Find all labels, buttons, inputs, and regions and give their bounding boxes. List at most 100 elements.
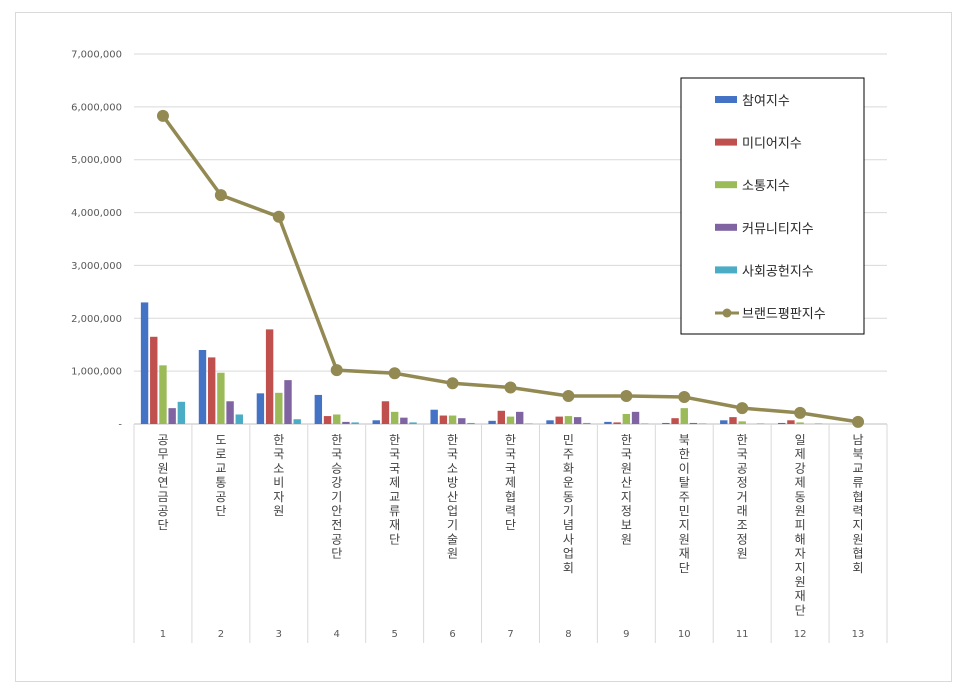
legend-label-2: 미디어지수 <box>742 137 802 152</box>
line-point-13 <box>852 415 865 428</box>
x-axis-labels: 공 무 원 연 금 공 단 1 도 로 교 통 공 단 2 한 국 소 비 자 원 3 한 국 승 강 기 안 전 공 단 4 한 국 국 제 교 류 재 단… <box>157 433 864 640</box>
bar-4-1 <box>168 408 176 424</box>
bar-2-4 <box>323 416 332 424</box>
bar-1-9 <box>604 421 612 424</box>
bar-3-8 <box>564 416 573 424</box>
legend-label-6: 브랜드평판지수 <box>742 307 826 322</box>
line-point-7 <box>504 381 517 394</box>
bar-2-6 <box>439 415 448 424</box>
y-tick-label: 1,000,000 <box>71 367 122 378</box>
bar-3-10 <box>680 408 688 424</box>
legend-swatch-4 <box>715 223 737 231</box>
category-number-8: 8 <box>565 629 571 640</box>
line-point-10 <box>678 391 691 404</box>
bar-5-6 <box>467 422 475 424</box>
bar-5-11 <box>756 423 765 424</box>
bar-4-3 <box>284 380 292 424</box>
bar-3-1 <box>159 365 167 424</box>
bar-4-10 <box>689 422 698 424</box>
line-point-6 <box>446 377 459 390</box>
bar-1-7 <box>488 420 496 424</box>
legend-label-4: 커뮤니티지수 <box>742 222 814 237</box>
legend-label-3: 소통지수 <box>742 179 790 194</box>
bar-1-11 <box>720 420 728 424</box>
bar-3-12 <box>796 422 804 424</box>
brand-reputation-chart: - 1,000,000 2,000,000 3,000,000 4,000,000 5,0… <box>71 50 888 643</box>
grid-lines <box>134 53 887 425</box>
bar-2-7 <box>497 410 505 424</box>
chart-frame: - 1,000,000 2,000,000 3,000,000 4,000,000 5,0… <box>15 12 952 682</box>
line-series <box>156 109 865 428</box>
category-number-9: 9 <box>623 629 629 640</box>
bar-1-1 <box>140 302 149 424</box>
legend-swatch-5 <box>715 266 737 274</box>
bar-5-1 <box>177 401 186 424</box>
bar-3-11 <box>738 421 746 424</box>
bar-5-3 <box>293 419 301 424</box>
category-number-12: 12 <box>794 629 807 640</box>
category-separators <box>133 424 888 643</box>
line-point-11 <box>736 402 749 415</box>
bar-5-8 <box>583 422 591 424</box>
category-number-4: 4 <box>334 629 340 640</box>
category-number-3: 3 <box>276 629 282 640</box>
bar-5-9 <box>641 423 649 424</box>
bar-2-3 <box>265 329 274 424</box>
bar-1-12 <box>778 422 786 424</box>
bar-4-9 <box>631 411 640 424</box>
category-number-6: 6 <box>449 629 455 640</box>
bar-5-4 <box>351 422 359 424</box>
bar-5-12 <box>814 423 823 424</box>
bar-2-10 <box>671 418 679 424</box>
bar-3-3 <box>275 392 283 424</box>
bar-2-11 <box>729 417 737 424</box>
legend-swatch-3 <box>715 181 737 189</box>
y-tick-label: 6,000,000 <box>71 102 122 113</box>
line-point-1 <box>156 109 169 122</box>
bar-2-5 <box>381 401 390 424</box>
category-number-5: 5 <box>391 629 397 640</box>
category-number-11: 11 <box>736 629 749 640</box>
category-number-7: 7 <box>507 629 513 640</box>
bar-1-5 <box>372 420 380 424</box>
bar-5-5 <box>409 422 417 424</box>
bar-3-6 <box>448 415 457 424</box>
bar-3-9 <box>622 413 631 424</box>
bar-1-4 <box>314 394 323 424</box>
y-tick-label: 4,000,000 <box>71 208 122 219</box>
bar-1-3 <box>256 393 265 424</box>
bar-4-8 <box>573 417 582 424</box>
bar-1-8 <box>546 420 554 424</box>
y-axis-ticks: - 1,000,000 2,000,000 3,000,000 4,000,000 5,0… <box>71 50 122 431</box>
line-point-8 <box>562 389 575 402</box>
bar-2-1 <box>150 336 158 424</box>
line-point-12 <box>794 406 807 419</box>
bar-1-10 <box>662 422 670 424</box>
bar-series <box>140 302 823 424</box>
line-point-2 <box>214 189 227 202</box>
bar-3-7 <box>506 416 515 424</box>
bar-5-10 <box>698 423 707 424</box>
category-number-10: 10 <box>678 629 691 640</box>
y-tick-label: 5,000,000 <box>71 155 122 166</box>
bar-1-6 <box>430 409 438 424</box>
legend-box <box>680 77 865 335</box>
bar-5-7 <box>525 423 533 424</box>
category-number-13: 13 <box>852 629 865 640</box>
bar-3-2 <box>217 372 225 424</box>
legend-label-1: 참여지수 <box>742 94 790 109</box>
bar-4-2 <box>226 401 234 424</box>
